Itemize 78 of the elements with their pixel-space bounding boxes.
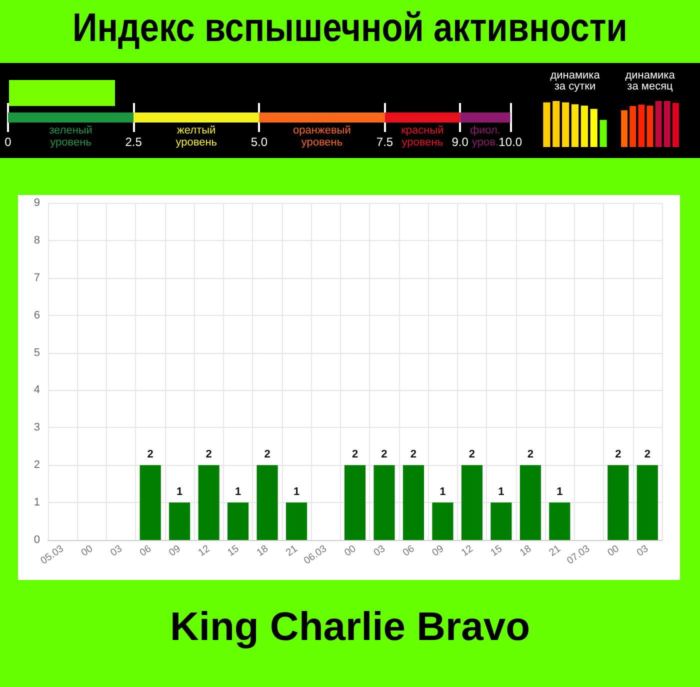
x-tick-label: 18 <box>255 543 271 559</box>
x-tick-label: 21 <box>547 543 564 559</box>
x-tick-label: 15 <box>226 543 242 559</box>
x-tick-label: 00 <box>606 543 622 559</box>
data-label: 2 <box>615 448 622 461</box>
text: King Charlie Bravo <box>168 605 532 650</box>
bar <box>664 101 670 147</box>
x-tick-label: 7.5 <box>376 135 394 149</box>
data-label: 2 <box>264 448 270 461</box>
data-label: 2 <box>381 448 388 461</box>
y-tick-label: 1 <box>34 496 40 509</box>
data-label: 2 <box>468 448 476 461</box>
y-tick-label: 0 <box>34 534 40 546</box>
series-label: фиол. уров. <box>470 124 500 148</box>
bar <box>134 112 260 122</box>
x-tick-label: 12 <box>460 543 476 559</box>
x-tick-label: 10.0 <box>498 135 522 149</box>
y-tick-label: 9 <box>34 197 40 209</box>
bar <box>552 101 560 147</box>
bar <box>621 110 628 147</box>
y-tick-label: 7 <box>34 272 40 284</box>
chart-title: динамика за сутки <box>550 70 601 92</box>
x-tick-label: 00 <box>342 543 359 559</box>
data-label: 2 <box>410 448 417 461</box>
bar <box>571 104 579 147</box>
y-tick-label: 5 <box>34 346 40 359</box>
bar <box>562 102 570 147</box>
x-tick-label: 12 <box>196 543 212 559</box>
data-label: 1 <box>293 486 300 498</box>
data-label: 2 <box>147 448 154 461</box>
data-label: 1 <box>234 486 242 498</box>
data-label: 2 <box>527 448 534 461</box>
data-label: 1 <box>556 486 563 498</box>
data-label: 1 <box>498 486 504 498</box>
y-tick-label: 3 <box>34 422 40 434</box>
series-label: оранжевый уровень <box>293 124 351 148</box>
data-label: 2 <box>206 448 212 461</box>
series-label: желтый уровень <box>176 124 218 148</box>
chart-title: динамика за месяц <box>625 70 676 92</box>
bar <box>460 112 510 122</box>
y-tick-label: 6 <box>34 309 40 322</box>
y-tick-label: 4 <box>34 384 40 396</box>
x-tick-label: 21 <box>284 543 300 559</box>
bar <box>672 102 679 147</box>
data-label: 2 <box>352 448 358 461</box>
data-label: 1 <box>440 486 446 498</box>
bar <box>646 106 654 147</box>
x-tick-label: 18 <box>518 543 534 559</box>
bar <box>580 106 588 147</box>
x-tick-label: 2.5 <box>125 135 142 149</box>
x-tick-label: 0 <box>4 135 12 149</box>
x-tick-label: 03 <box>372 543 388 559</box>
bar <box>630 106 636 147</box>
data-label: 2 <box>644 448 650 461</box>
bar <box>638 104 645 147</box>
series-label: красный уровень <box>401 124 444 148</box>
data-label: 1 <box>176 486 183 498</box>
x-tick-label: 06 <box>401 543 417 559</box>
x-tick-label: 15 <box>488 543 505 559</box>
series-label: зеленый уровень <box>49 124 92 148</box>
x-tick-label: 00 <box>80 543 96 559</box>
x-tick-label: 03 <box>108 543 125 559</box>
bar <box>259 112 385 122</box>
x-tick-label: 9.0 <box>452 135 469 149</box>
x-tick-label: 06 <box>138 543 154 559</box>
x-tick-label: 09 <box>430 543 446 559</box>
y-tick-label: 2 <box>34 459 40 472</box>
x-tick-label: 03 <box>635 543 651 559</box>
bar <box>384 112 460 122</box>
chart-title: Индекс вспышечной активности <box>72 6 628 51</box>
x-tick-label: 09 <box>167 543 184 559</box>
x-tick-label: 5.0 <box>250 135 268 149</box>
bar <box>543 102 550 147</box>
bar <box>8 112 134 122</box>
bar <box>600 120 607 147</box>
bar <box>655 101 662 147</box>
bar <box>590 108 598 147</box>
y-tick-label: 8 <box>34 234 40 246</box>
